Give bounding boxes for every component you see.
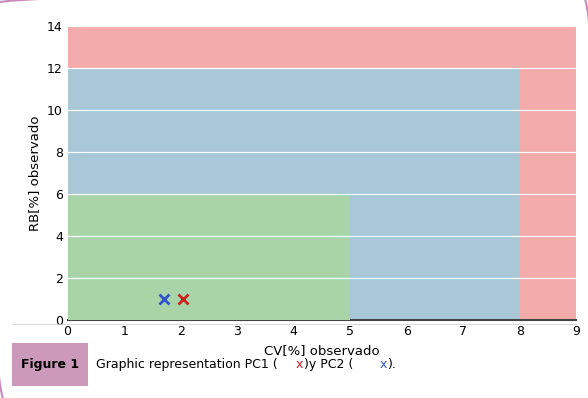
FancyBboxPatch shape xyxy=(12,343,88,386)
Bar xyxy=(68,68,520,320)
Text: Figure 1: Figure 1 xyxy=(21,358,79,371)
Text: ).: ). xyxy=(387,358,396,371)
Text: Graphic representation PC1 (: Graphic representation PC1 ( xyxy=(96,358,278,371)
Text: x: x xyxy=(380,358,387,371)
Y-axis label: RB[%] observado: RB[%] observado xyxy=(28,115,41,231)
Text: )y PC2 (: )y PC2 ( xyxy=(304,358,353,371)
Text: x: x xyxy=(296,358,303,371)
Bar xyxy=(68,194,350,320)
X-axis label: CV[%] observado: CV[%] observado xyxy=(264,344,380,357)
